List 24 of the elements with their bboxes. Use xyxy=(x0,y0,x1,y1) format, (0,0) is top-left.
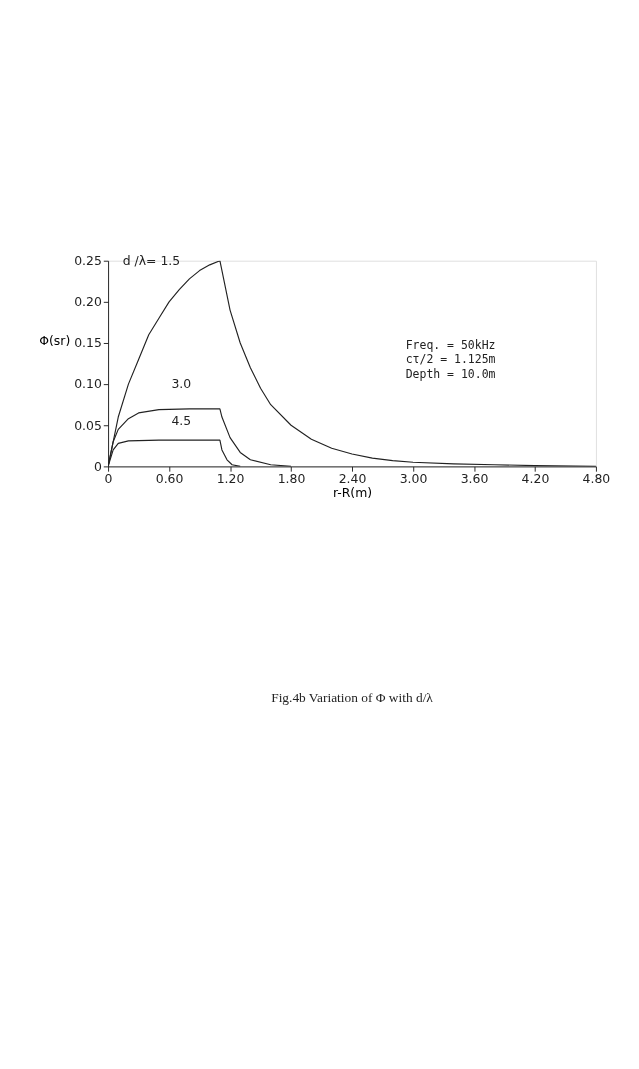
x-tick-label: 0.60 xyxy=(155,471,184,487)
x-tick-label: 1.80 xyxy=(277,471,306,487)
y-axis-title: Φ(sr) xyxy=(39,332,71,348)
x-tick-label: 4.80 xyxy=(582,471,611,487)
x-tick-label: 4.20 xyxy=(521,471,550,487)
y-tick-label: 0.05 xyxy=(74,417,102,433)
annotation: Freq. = 50kHz xyxy=(405,337,496,352)
x-tick-label: 0 xyxy=(104,471,113,487)
text: Fig.4b Variation of Φ with d/λ xyxy=(271,689,434,705)
y-tick-label: 0.15 xyxy=(74,335,102,351)
y-tick-label: 0.10 xyxy=(74,376,102,392)
x-tick-label: 3.00 xyxy=(399,471,428,487)
annotation: 4.5 xyxy=(171,412,192,428)
x-tick-label: 2.40 xyxy=(338,471,367,487)
y-tick-label: 0 xyxy=(93,458,102,474)
annotation: Depth = 10.0m xyxy=(405,366,496,381)
x-tick-label: 3.60 xyxy=(460,471,489,487)
x-tick-label: 1.20 xyxy=(216,471,245,487)
y-tick-label: 0.20 xyxy=(74,294,102,310)
annotation: cτ/2 = 1.125m xyxy=(405,352,496,367)
x-axis-title: r-R(m) xyxy=(332,485,373,501)
annotation: d /λ= 1.5 xyxy=(122,252,181,268)
y-tick-label: 0.25 xyxy=(74,253,102,269)
annotation: 3.0 xyxy=(171,375,192,391)
